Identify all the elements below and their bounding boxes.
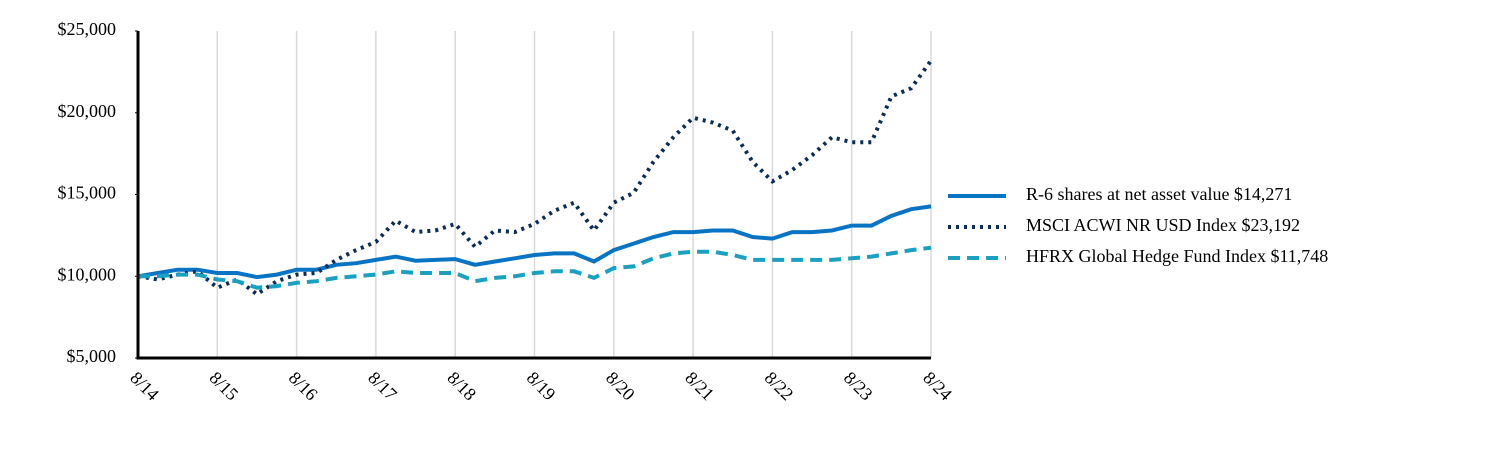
x-tick-label: 8/18 bbox=[443, 368, 480, 405]
x-tick-label: 8/23 bbox=[840, 368, 877, 405]
series-line bbox=[137, 204, 932, 280]
x-tick-label: 8/17 bbox=[364, 368, 401, 405]
y-tick-label: $20,000 bbox=[58, 101, 117, 121]
legend-label: HFRX Global Hedge Fund Index $11,748 bbox=[1026, 246, 1328, 266]
legend-label: R-6 shares at net asset value $14,271 bbox=[1026, 184, 1292, 204]
x-tick-label: 8/16 bbox=[285, 368, 322, 405]
y-tick-label: $15,000 bbox=[58, 183, 117, 203]
y-tick-label: $10,000 bbox=[58, 264, 117, 284]
x-tick-label: 8/14 bbox=[126, 368, 163, 405]
x-tick-label: 8/22 bbox=[761, 368, 798, 405]
x-tick-label: 8/15 bbox=[206, 368, 243, 405]
x-tick-label: 8/19 bbox=[523, 368, 560, 405]
legend-label: MSCI ACWI NR USD Index $23,192 bbox=[1026, 215, 1300, 235]
y-tick-label: $25,000 bbox=[58, 19, 117, 39]
y-tick-label: $5,000 bbox=[67, 346, 117, 366]
x-tick-label: 8/20 bbox=[602, 368, 639, 405]
x-tick-label: 8/24 bbox=[919, 368, 956, 405]
series-line bbox=[138, 245, 932, 290]
x-tick-label: 8/21 bbox=[681, 368, 718, 405]
